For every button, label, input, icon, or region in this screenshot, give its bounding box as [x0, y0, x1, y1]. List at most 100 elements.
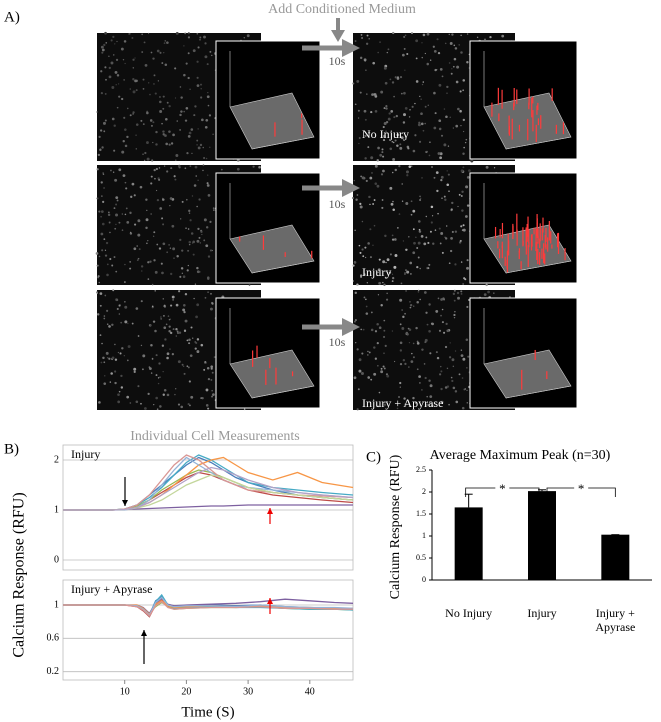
cell-dot — [183, 73, 186, 77]
cell-dot — [118, 313, 121, 315]
cell-dot — [96, 168, 99, 171]
cell-dot — [409, 301, 411, 303]
cell-dot — [453, 316, 456, 319]
cell-dot — [424, 52, 426, 55]
cell-dot — [396, 407, 399, 410]
cell-dot — [453, 57, 457, 61]
cell-dot — [124, 320, 128, 324]
cell-dot — [382, 155, 385, 158]
cell-dot — [449, 116, 451, 118]
cell-dot — [132, 78, 135, 81]
cell-dot — [177, 360, 181, 364]
cell-dot — [96, 313, 100, 316]
cell-dot — [188, 212, 191, 214]
cell-dot — [110, 169, 112, 172]
cell-dot — [146, 141, 149, 145]
cell-dot — [185, 62, 188, 65]
cell-dot — [160, 318, 162, 320]
cell-dot — [133, 194, 136, 197]
cell-dot — [446, 367, 449, 370]
cell-dot — [210, 365, 214, 369]
plot-axis — [505, 136, 572, 150]
panel-title: Individual Cell Measurements — [130, 429, 300, 444]
cell-dot — [188, 380, 191, 383]
cell-dot — [420, 122, 424, 126]
cell-dot — [404, 312, 406, 315]
cell-dot — [440, 178, 443, 182]
cell-dot — [132, 90, 136, 94]
cell-dot — [151, 159, 154, 162]
cell-dot — [383, 134, 386, 138]
cell-dot — [366, 93, 368, 95]
cell-dot — [168, 130, 171, 133]
cell-dot — [453, 289, 456, 292]
cell-dot — [129, 260, 132, 263]
cell-dot — [118, 221, 121, 224]
cell-dot — [379, 153, 383, 157]
cell-dot — [124, 305, 128, 309]
cell-dot — [156, 243, 159, 246]
cell-dot — [211, 371, 214, 374]
cell-dot — [368, 195, 371, 199]
cell-dot — [429, 395, 433, 399]
cell-dot — [207, 255, 211, 258]
cell-dot — [180, 96, 183, 99]
cell-dot — [444, 345, 448, 349]
cell-dot — [461, 190, 464, 193]
cell-dot — [386, 298, 389, 301]
cell-dot — [108, 221, 111, 224]
cell-dot — [100, 45, 104, 49]
cell-dot — [465, 338, 469, 342]
cell-dot — [179, 275, 182, 278]
cell-dot — [191, 195, 194, 197]
cell-dot — [441, 308, 444, 311]
arrow-head — [342, 39, 360, 57]
cell-dot — [171, 295, 175, 299]
cell-dot — [354, 320, 356, 323]
cell-dot — [207, 104, 210, 107]
cell-dot — [377, 271, 379, 274]
cell-dot — [369, 228, 372, 231]
cell-dot — [123, 40, 127, 43]
cell-dot — [107, 213, 111, 217]
y-tick-label: 1 — [54, 599, 59, 610]
cell-dot — [357, 117, 360, 119]
cell-dot — [386, 292, 388, 295]
cell-dot — [466, 266, 470, 270]
cell-dot — [165, 142, 169, 146]
cell-dot — [176, 255, 179, 258]
cell-dot — [384, 234, 387, 238]
y-tick-label: 2 — [54, 454, 59, 465]
cell-dot — [436, 356, 440, 360]
cell-dot — [416, 247, 419, 249]
cell-dot — [422, 33, 426, 37]
cell-dot — [204, 296, 207, 299]
cell-dot — [354, 103, 357, 106]
cell-dot — [357, 109, 360, 112]
cell-dot — [186, 269, 189, 272]
cell-dot — [168, 325, 171, 328]
cell-dot — [383, 122, 387, 126]
cell-dot — [452, 65, 455, 68]
cell-dot — [168, 105, 171, 108]
cell-dot — [438, 329, 442, 332]
cell-dot — [460, 169, 464, 173]
cell-dot — [133, 370, 136, 374]
cell-dot — [150, 175, 153, 178]
cell-dot — [162, 107, 165, 110]
cell-dot — [182, 365, 185, 368]
cell-dot — [137, 257, 140, 260]
cell-dot — [419, 95, 421, 97]
cell-dot — [416, 301, 419, 304]
cell-dot — [129, 402, 132, 404]
cell-dot — [414, 102, 416, 105]
cell-dot — [209, 307, 213, 311]
cell-dot — [424, 341, 427, 344]
cell-dot — [185, 227, 187, 229]
cell-dot — [359, 91, 362, 94]
cell-dot — [192, 337, 194, 339]
arrow-head — [342, 179, 360, 197]
cell-dot — [110, 39, 113, 42]
cell-dot — [393, 116, 396, 119]
cell-dot — [476, 36, 479, 38]
